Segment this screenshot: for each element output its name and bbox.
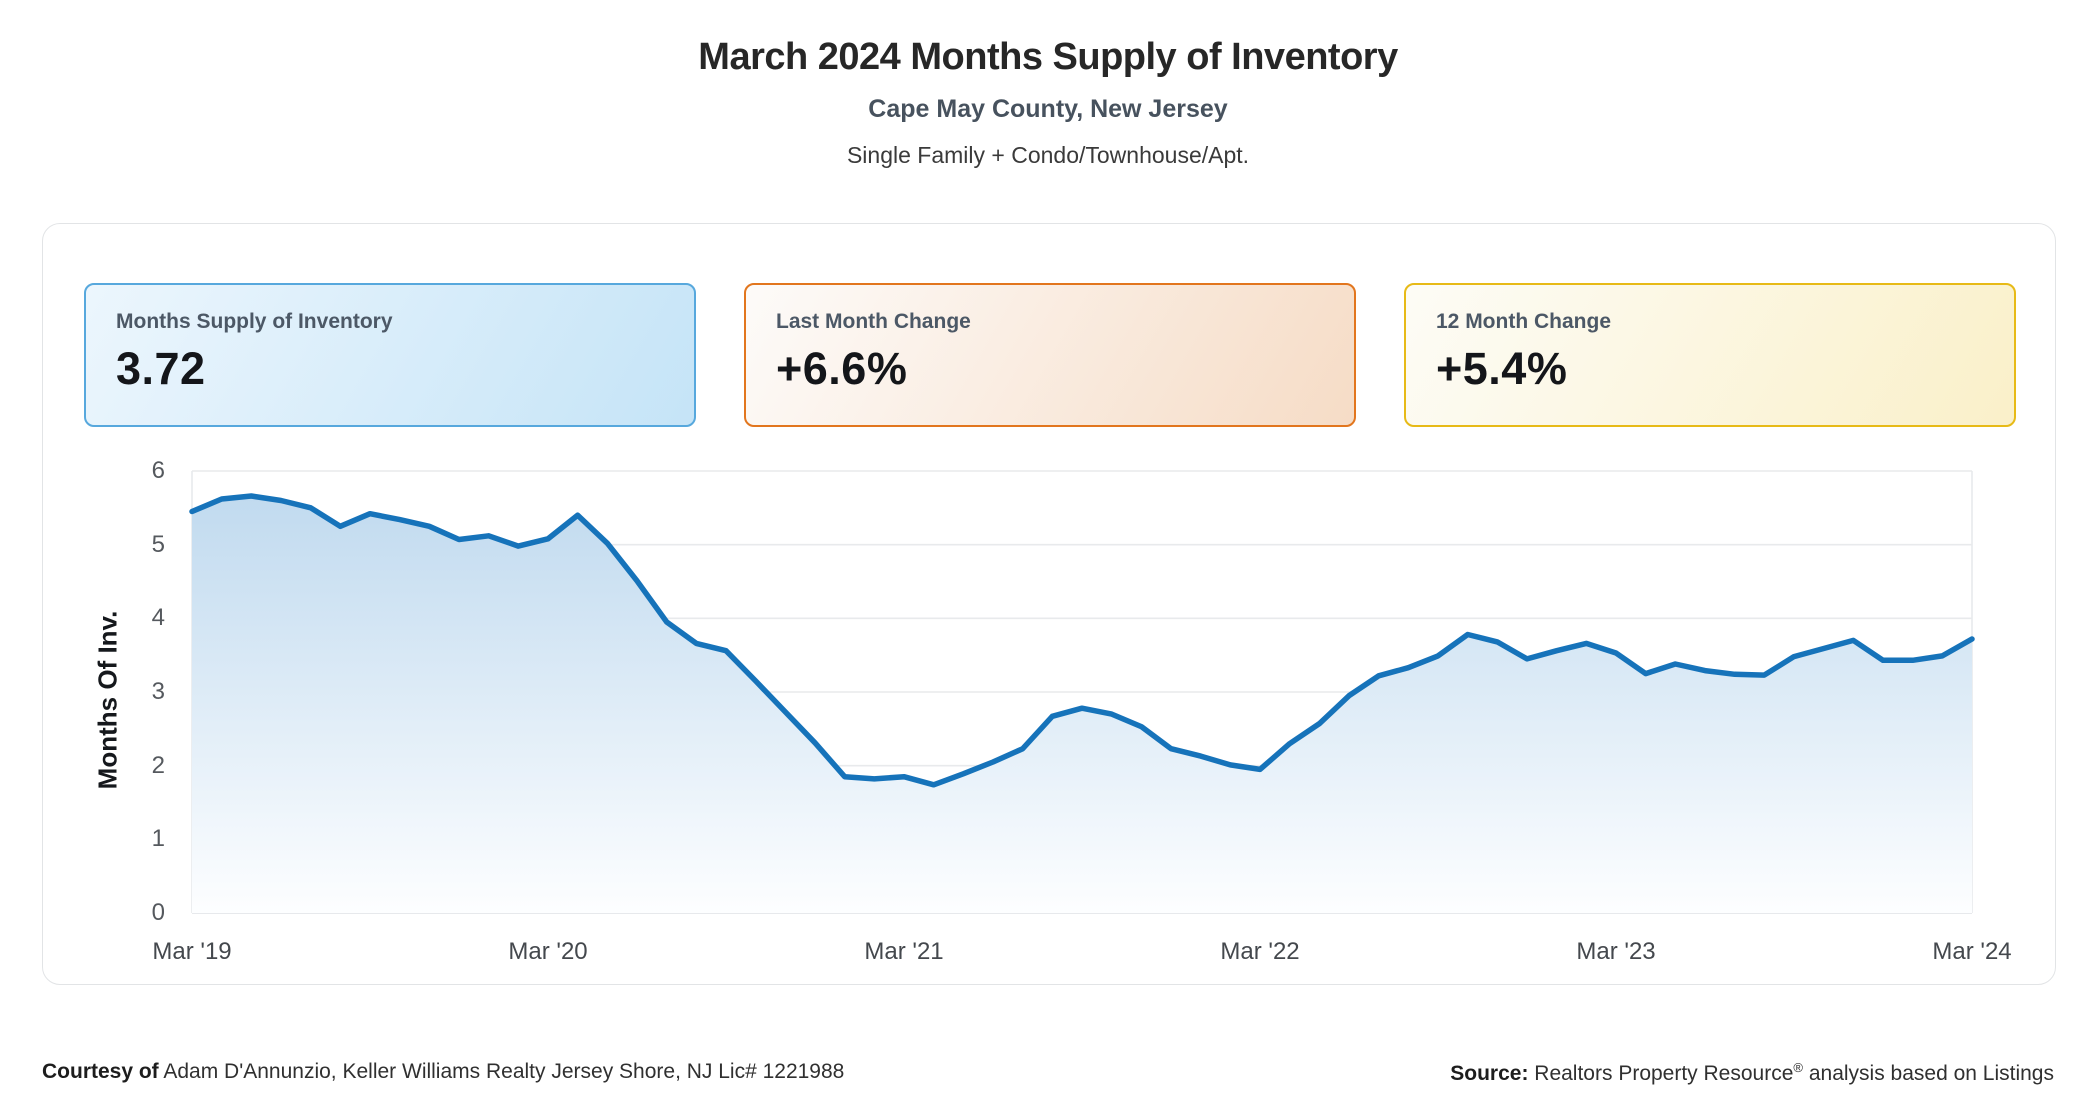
registered-trademark-symbol: ®: [1793, 1060, 1803, 1075]
source-label: Source:: [1450, 1062, 1529, 1085]
y-tick-label: 6: [151, 457, 165, 484]
x-tick-label: Mar '23: [1576, 938, 1656, 965]
x-tick-label: Mar '20: [508, 938, 588, 965]
stat-card-months-supply: Months Supply of Inventory 3.72: [84, 283, 696, 427]
courtesy-text: Adam D'Annunzio, Keller Williams Realty …: [158, 1060, 845, 1083]
stat-card-label: 12 Month Change: [1436, 310, 1612, 333]
y-tick-label: 1: [151, 825, 165, 853]
x-tick-label: Mar '19: [152, 938, 232, 965]
stat-card-value: 3.72: [116, 343, 206, 394]
y-tick-label: 2: [151, 751, 165, 779]
courtesy-label: Courtesy of: [42, 1060, 159, 1083]
page-subtitle-property-types: Single Family + Condo/Townhouse/Apt.: [846, 142, 1250, 168]
x-tick-label: Mar '21: [864, 938, 944, 965]
courtesy-note: Courtesy of Adam D'Annunzio, Keller Will…: [42, 1060, 844, 1084]
stat-card-12-month-change: 12 Month Change +5.4%: [1404, 283, 2016, 427]
source-text-2: analysis based on Listings: [1803, 1062, 2054, 1085]
y-tick-label: 3: [151, 678, 165, 705]
y-tick-label: 5: [151, 530, 165, 558]
stat-card-label: Last Month Change: [776, 310, 971, 333]
source-text: Realtors Property Resource: [1528, 1062, 1794, 1085]
x-tick-label: Mar '24: [1932, 938, 2012, 965]
y-tick-label: 0: [151, 899, 165, 926]
stat-card-value: +6.6%: [776, 343, 908, 394]
stat-card-label: Months Supply of Inventory: [116, 310, 393, 333]
y-tick-label: 4: [151, 604, 165, 632]
x-tick-label: Mar '22: [1220, 938, 1300, 965]
page-title: March 2024 Months Supply of Inventory: [698, 36, 1398, 78]
report-header: March 2024 Months Supply of Inventory Ca…: [0, 0, 2096, 169]
page-subtitle-location: Cape May County, New Jersey: [868, 95, 1228, 123]
source-note: Source: Realtors Property Resource® anal…: [1450, 1060, 2054, 1086]
stat-card-last-month-change: Last Month Change +6.6%: [744, 283, 1356, 427]
stat-card-value: +5.4%: [1436, 343, 1568, 394]
